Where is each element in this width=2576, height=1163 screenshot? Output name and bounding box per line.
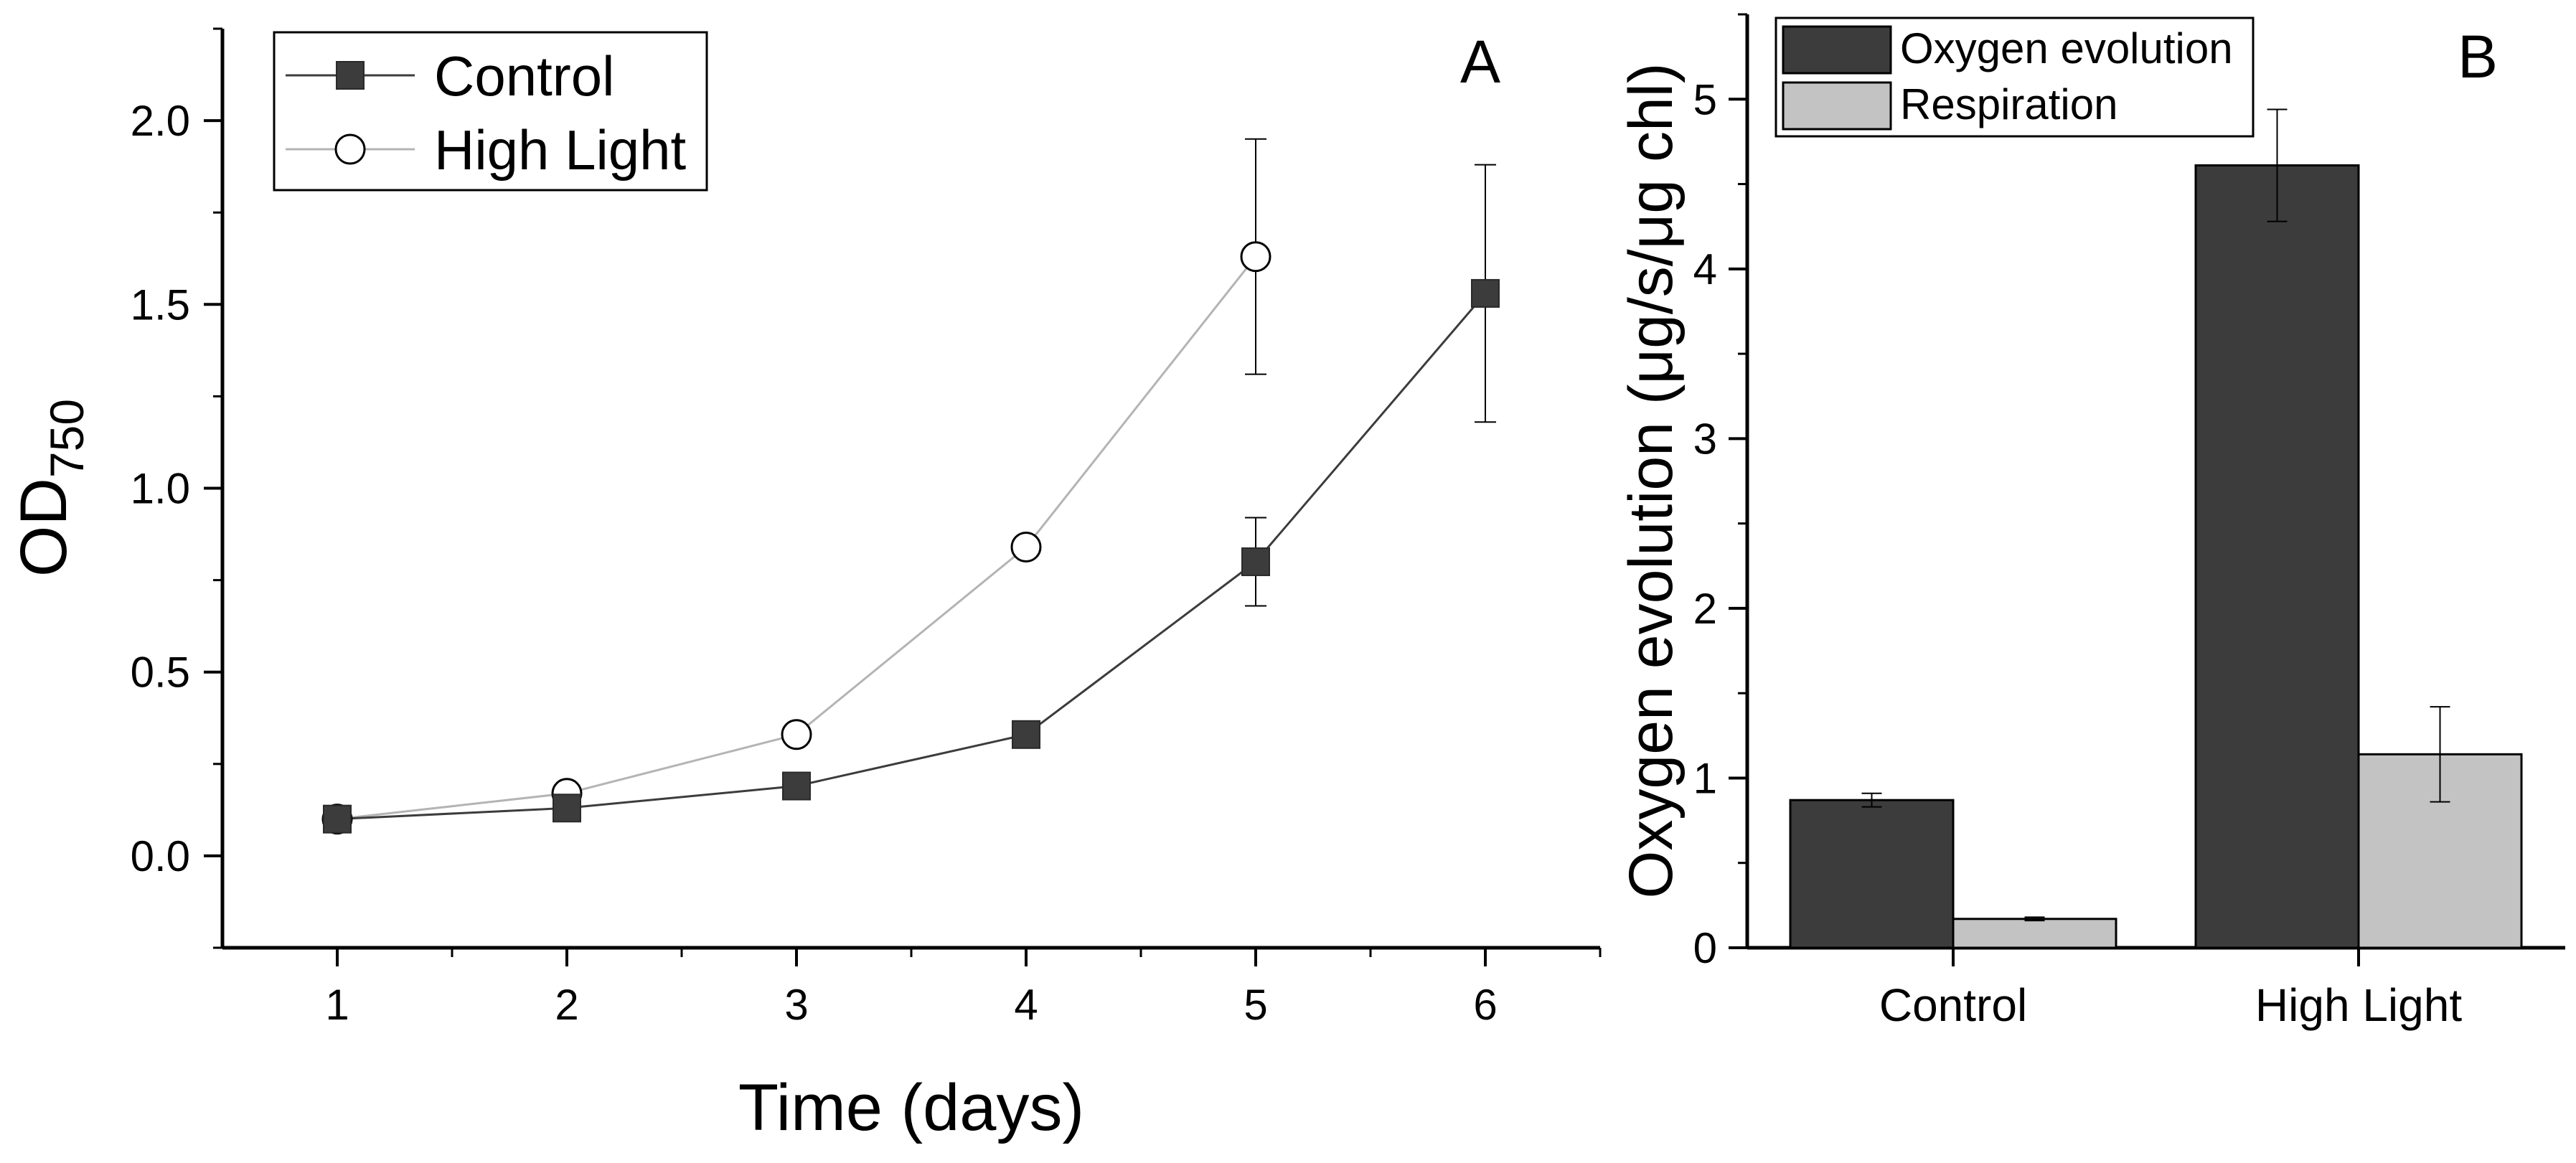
panel-a-legend: Control High Light — [273, 31, 708, 192]
panel-b-y-ticks: 0 1 2 3 4 5 — [1693, 13, 1747, 972]
panel-b-y-tick-label: 3 — [1693, 415, 1717, 463]
panel-a-x-tick-label: 5 — [1244, 981, 1267, 1029]
panel-b-bars — [1789, 108, 2523, 949]
panel-a-x-tick-label: 3 — [784, 981, 808, 1029]
panel-a-y-tick-label: 1.5 — [131, 281, 190, 329]
control-marker — [553, 794, 581, 823]
control-marker — [1471, 278, 1500, 308]
panel-b-y-tick-label: 5 — [1693, 75, 1717, 123]
legend-respiration-label: Respiration — [1900, 80, 2118, 128]
legend-respiration-swatch — [1782, 81, 1892, 131]
panel-b-category-label: High Light — [2255, 979, 2462, 1031]
legend-high-light-marker — [334, 133, 366, 165]
panel-b-y-tick-label: 2 — [1693, 585, 1717, 633]
control-marker — [1012, 720, 1040, 749]
panel-a-y-ticks: 0.0 0.5 1.0 1.5 2.0 — [131, 27, 222, 949]
panel-a-x-tick-label: 6 — [1473, 981, 1497, 1029]
panel-a-x-tick-label: 2 — [555, 981, 578, 1029]
legend-high-light-label: High Light — [434, 118, 687, 182]
panel-a-x-ticks: 1 2 3 4 5 6 — [325, 948, 1602, 1029]
high-light-marker — [1010, 531, 1042, 562]
panel-b-y-tick-label: 0 — [1693, 924, 1717, 972]
high-light-marker — [1240, 241, 1271, 273]
panel-b-y-tick-label: 1 — [1693, 754, 1717, 802]
panel-a-x-tick-label: 1 — [325, 981, 349, 1029]
panel-b-bar-chart: 0 1 2 3 4 5 Control High Light Oxygen evolutio… — [1617, 13, 2565, 1031]
panel-b-letter: B — [2458, 23, 2498, 90]
control-marker — [1241, 547, 1270, 576]
panel-a-y-axis-label: OD750 — [7, 399, 93, 577]
series-line-0 — [337, 292, 1487, 821]
panel-a-y-axis-label-subscript: 750 — [40, 399, 93, 478]
panel-b-y-axis-label: Oxygen evolution (μg/s/μg chl) — [1617, 62, 1686, 898]
legend-control-marker — [336, 61, 365, 90]
panel-a-y-tick-label: 2.0 — [131, 97, 190, 145]
bar-oxygen-evolution — [2194, 164, 2360, 949]
control-marker — [323, 804, 352, 834]
panel-b-legend: Oxygen evolution Respiration — [1774, 17, 2255, 138]
panel-b-category-label: Control — [1879, 979, 2027, 1031]
panel-a-y-axis-label-main: OD — [7, 478, 80, 577]
control-marker — [782, 771, 811, 801]
panel-a-x-axis-label: Time (days) — [738, 1071, 1084, 1144]
legend-control-label: Control — [434, 44, 614, 108]
panel-a-y-tick-label: 0.0 — [131, 832, 190, 880]
panel-a-x-tick-label: 4 — [1014, 981, 1038, 1029]
legend-oxygen-evolution-label: Oxygen evolution — [1900, 24, 2233, 72]
panel-a-line-chart: 1 2 3 4 5 6 0.0 0.5 1.0 1.5 2.0 Time (days) OD750… — [7, 27, 1602, 1144]
bar-oxygen-evolution — [1789, 799, 1955, 949]
panel-b-category-labels: Control High Light — [1879, 948, 2462, 1031]
panel-b-y-tick-label: 4 — [1693, 245, 1717, 293]
bar-respiration — [1952, 918, 2117, 949]
panel-a-y-tick-label: 1.0 — [131, 465, 190, 513]
legend-oxygen-evolution-swatch — [1782, 25, 1892, 75]
panel-a-y-tick-label: 0.5 — [131, 649, 190, 697]
high-light-marker — [781, 719, 812, 750]
panel-a-series — [321, 138, 1500, 835]
panel-a-letter: A — [1460, 28, 1500, 95]
